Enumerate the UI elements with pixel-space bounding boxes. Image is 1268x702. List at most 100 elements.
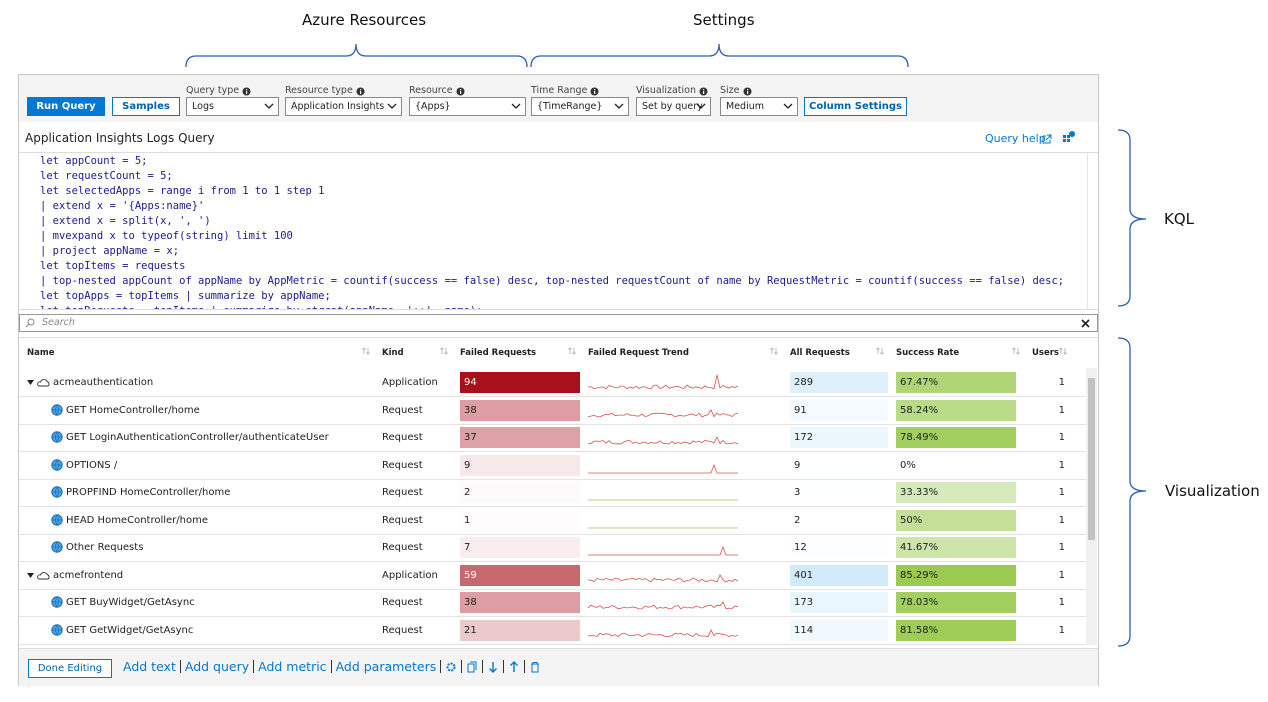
all-requests: 401 (790, 564, 888, 586)
trend-sparkline (588, 499, 738, 501)
toolbar-icon[interactable] (487, 661, 499, 673)
separator (253, 660, 255, 673)
failed-requests: 38 (460, 399, 580, 421)
request-icon (51, 596, 63, 608)
dropdown[interactable]: Logs (186, 97, 279, 116)
grid-row[interactable]: GET GetWidget/GetAsync Request 21 114 81.58%… (19, 617, 1086, 645)
add-link[interactable]: Add text (123, 659, 176, 674)
sort-icon (440, 347, 448, 355)
group-icon (27, 571, 50, 579)
trend-sparkline (588, 408, 739, 417)
chevron (783, 103, 793, 109)
row-name: acmeauthentication (53, 377, 154, 388)
success-rate: 33.33% (896, 482, 1016, 503)
separator (330, 660, 332, 673)
grid-row[interactable]: GET HomeController/home Request 38 91 58.24%… (19, 397, 1086, 425)
done-editing-button[interactable]: Done Editing (28, 659, 112, 678)
failed-requests: 37 (460, 427, 580, 448)
clear-icon[interactable] (1081, 319, 1090, 328)
failed-requests: 21 (460, 619, 580, 641)
info-icon (242, 87, 251, 96)
search-box[interactable] (19, 314, 1098, 332)
trend-sparkline (588, 436, 739, 445)
query-help-link[interactable]: Query help (985, 132, 1046, 145)
row-kind: Request (382, 432, 423, 443)
field-label: Size (720, 85, 740, 96)
toolbar-icon[interactable] (529, 661, 541, 673)
grid-row[interactable]: GET BuyWidget/GetAsync Request 38 173 78.03%… (19, 589, 1086, 617)
add-link[interactable]: Add query (184, 659, 250, 674)
code-line: let topItems = requests (40, 260, 186, 272)
column-settings-button[interactable]: Column Settings (804, 97, 907, 116)
failed-requests: 38 (460, 592, 580, 613)
separator (482, 660, 484, 673)
toolbar-icon[interactable] (508, 660, 520, 673)
column-header[interactable]: Name (27, 348, 55, 358)
info-icon (590, 87, 599, 96)
search-icon (25, 318, 35, 328)
all-requests: 289 (790, 372, 888, 393)
users: 1 (1058, 542, 1065, 553)
grid-row[interactable]: HEAD HomeController/home Request 1 2 50% 1 (19, 507, 1086, 535)
dropdown[interactable]: Application Insights (285, 97, 402, 116)
toolbar-icon[interactable] (466, 661, 478, 673)
add-link[interactable]: Add metric (258, 659, 327, 674)
row-kind: Request (382, 624, 423, 636)
row-name: GET LoginAuthenticationController/authen… (66, 432, 329, 443)
row-kind: Request (382, 597, 423, 608)
row-name: OPTIONS / (66, 459, 118, 471)
field-label: Visualization (636, 85, 697, 96)
all-requests: 9 (794, 459, 801, 471)
column-header[interactable]: All Requests (790, 348, 850, 358)
request-icon (51, 513, 63, 526)
dropdown[interactable]: {TimeRange} (531, 97, 629, 116)
column-header[interactable]: Failed Requests (460, 348, 537, 358)
chevron (511, 103, 521, 109)
results-grid: Name Kind Failed Requests Failed Request Tr… (19, 337, 1098, 646)
dropdown[interactable]: Set by query (636, 97, 711, 116)
trend-sparkline (588, 527, 738, 528)
add-link[interactable]: Add parameters (335, 659, 437, 674)
samples-icon[interactable] (1062, 130, 1076, 144)
grid-row[interactable]: acmeauthentication Application 94 289 67.47%… (19, 369, 1086, 397)
editor-title: Application Insights Logs Query (25, 131, 215, 145)
separator (503, 660, 505, 673)
trend-sparkline (588, 601, 739, 610)
field-label: Resource (409, 85, 453, 96)
column-header[interactable]: Failed Request Trend (588, 348, 689, 358)
row-kind: Request (382, 404, 423, 416)
success-rate: 0% (900, 459, 916, 471)
code-line: | project appName = x; (40, 245, 180, 257)
code-line: let topApps = topItems | summarize by ap… (40, 290, 331, 302)
sort-icon (568, 347, 576, 355)
grid-row[interactable]: OPTIONS / Request 9 9 0% 1 (19, 452, 1086, 480)
row-name: PROPFIND HomeController/home (66, 487, 231, 498)
request-icon (51, 623, 63, 636)
editor-scrollbar (1087, 153, 1098, 309)
code-editor[interactable]: let appCount = 5; let requestCount = 5; le… (19, 152, 1098, 310)
grid-scroll-thumb[interactable] (1088, 378, 1095, 540)
grid-row[interactable]: Other Requests Request 7 12 41.67% 1 (19, 534, 1086, 562)
all-requests: 2 (794, 514, 801, 526)
separator (179, 660, 181, 673)
column-header[interactable]: Users (1032, 348, 1059, 358)
grid-row[interactable]: GET LoginAuthenticationController/authen… (19, 424, 1086, 452)
request-icon (51, 486, 63, 498)
trend-sparkline (588, 628, 739, 637)
external-icon (1042, 134, 1052, 144)
toolbar-icon[interactable] (445, 661, 457, 673)
code-line: | extend x = '{Apps:name}' (40, 200, 205, 212)
samples-button[interactable]: Samples (112, 97, 180, 116)
dropdown[interactable]: {Apps} (409, 97, 526, 116)
row-name: GET GetWidget/GetAsync (66, 624, 194, 636)
column-header[interactable]: Kind (382, 348, 404, 358)
users: 1 (1058, 597, 1065, 608)
dropdown[interactable]: Medium (720, 97, 798, 116)
column-header[interactable]: Success Rate (896, 348, 960, 358)
sort-icon (876, 347, 884, 355)
trend-sparkline (588, 463, 738, 473)
run-query-button[interactable]: Run Query (27, 97, 105, 116)
grid-row[interactable]: acmefrontend Application 59 401 85.29% 1 (19, 562, 1086, 590)
grid-row[interactable]: PROPFIND HomeController/home Request 2 3 33.… (19, 479, 1086, 507)
users: 1 (1058, 377, 1065, 388)
